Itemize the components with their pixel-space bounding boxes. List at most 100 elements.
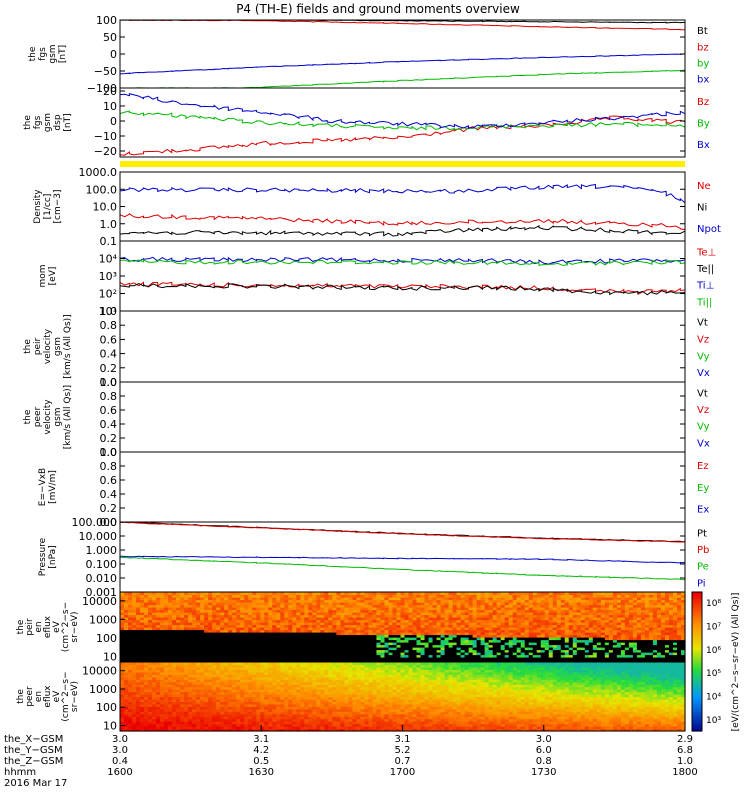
y-axis-label: gsm (53, 337, 63, 356)
legend-label: Ez (697, 461, 709, 472)
y-axis-label: peir (33, 337, 43, 355)
y-axis-label: Pressure (38, 537, 48, 576)
y-tick-label: 0.2 (100, 432, 118, 445)
y-axis-label: [km/s (All Qs)] (63, 385, 73, 449)
y-axis-label: gsm (43, 113, 53, 132)
series-line-Ni (120, 226, 685, 236)
y-tick-label: 100.0 (86, 183, 118, 196)
y-axis-label: sr−eV) (70, 611, 80, 642)
y-tick-label: 50 (103, 31, 117, 44)
y-tick-label: 10 (103, 100, 117, 113)
legend-label: Vz (697, 334, 709, 345)
y-tick-label: 10000 (82, 595, 117, 608)
y-axis-label: the (23, 115, 33, 130)
legend-label: Ti⊥ (696, 281, 714, 292)
y-axis-label: Density (33, 189, 43, 224)
y-axis-label: [1/cc] (43, 194, 53, 220)
y-tick-label: 0.2 (100, 362, 118, 375)
y-axis-label: [eV] (48, 267, 58, 286)
legend-label: Vt (697, 317, 708, 328)
panel-density: 1000.0100.010.01.00.1Density[1/cc][cm−3]… (33, 166, 721, 248)
legend-label: Vy (697, 351, 710, 362)
y-axis-label: [km/s (All Qs)] (63, 314, 73, 378)
legend-label: Pb (697, 545, 709, 556)
y-axis-label: the (23, 339, 33, 354)
legend-label: Ne (697, 181, 711, 192)
series-line-by (120, 70, 685, 88)
y-axis-label: the (28, 46, 38, 61)
y-tick-label: 1.0 (100, 305, 118, 318)
y-tick-label: 0.010 (86, 572, 118, 585)
panel-frame (120, 241, 685, 311)
legend-label: bz (697, 42, 709, 53)
panel-frame (120, 172, 685, 241)
legend-label: Pe (697, 562, 709, 573)
panel-frame (120, 311, 685, 382)
series-line-bx (120, 54, 685, 74)
legend-label: Te|| (696, 264, 714, 275)
y-axis-label: fgs (33, 115, 43, 129)
legend-label: Npot (697, 224, 721, 235)
y-tick-label: 0 (110, 48, 117, 61)
y-axis-label: E=−VxB (38, 468, 48, 506)
y-tick-label: 0.1 (100, 235, 118, 248)
y-axis-label: gsm (53, 407, 63, 426)
chart-title: P4 (TH-E) fields and ground moments over… (236, 2, 520, 16)
y-tick-label: 0 (110, 115, 117, 128)
series-line-Te⊥ (120, 282, 685, 294)
y-tick-label: 0.4 (100, 488, 118, 501)
y-tick-label: 0.4 (100, 348, 118, 361)
legend-label: Bt (697, 26, 708, 37)
y-tick-label: 1.0 (100, 376, 118, 389)
y-axis-label: peer (33, 406, 43, 427)
y-axis-label: gsm (48, 44, 58, 63)
quality-flag-bar (120, 161, 685, 167)
y-tick-label: 10.000 (79, 530, 118, 543)
legend-label: Vx (697, 368, 710, 379)
panel-frame (120, 452, 685, 522)
y-axis-label: velocity (43, 328, 53, 364)
y-axis-label: mom (38, 264, 48, 287)
y-axis-label: velocity (43, 399, 53, 435)
legend-label: Ex (697, 505, 709, 516)
y-tick-label: 1000 (89, 613, 117, 626)
legend-label: Pt (697, 528, 707, 539)
y-tick-label: 10² (99, 288, 117, 301)
y-tick-label: 0.6 (100, 474, 118, 487)
y-tick-label: 100 (96, 632, 117, 645)
y-tick-label: 100.000 (72, 516, 118, 529)
y-tick-label: 0.8 (100, 460, 118, 473)
y-tick-label: 0.8 (100, 390, 118, 403)
y-tick-label: 0.2 (100, 502, 118, 515)
panel-frame (120, 382, 685, 452)
y-axis-label: [nPa] (48, 545, 58, 568)
legend-label: Vz (697, 405, 709, 416)
y-tick-label: −10 (94, 130, 117, 143)
y-tick-label: 10.0 (93, 201, 118, 214)
legend-label: Vx (697, 438, 710, 449)
legend-label: By (697, 118, 710, 129)
series-line-By (120, 111, 685, 130)
y-axis-label: the (23, 409, 33, 424)
legend-label: by (697, 58, 709, 69)
y-axis-label: fgs (38, 47, 48, 61)
y-tick-label: 100 (96, 14, 117, 27)
y-axis-label: [mV/m] (48, 470, 58, 504)
legend-label: Pi (697, 578, 706, 589)
series-line-Npot (120, 185, 685, 203)
series-line-Te|| (120, 284, 685, 295)
y-tick-label: 1.0 (100, 446, 118, 459)
y-tick-label: −50 (94, 65, 117, 78)
legend-label: Vt (697, 388, 708, 399)
y-tick-label: 10 (103, 650, 117, 663)
y-tick-label: 0.4 (100, 418, 118, 431)
legend-label: bx (697, 75, 709, 86)
